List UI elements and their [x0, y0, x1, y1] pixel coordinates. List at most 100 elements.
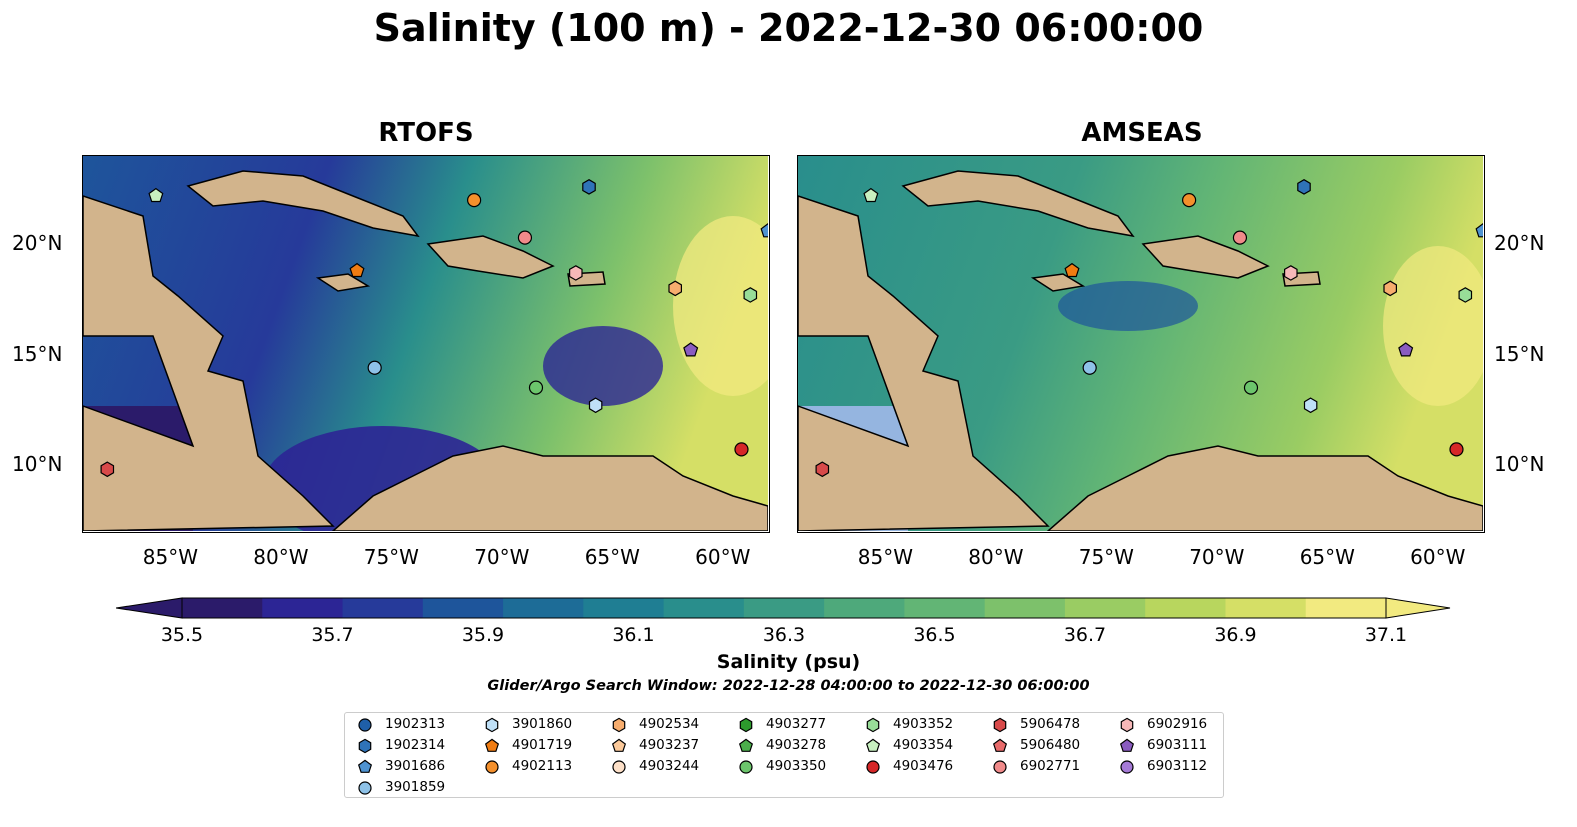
search-window-text: Glider/Argo Search Window: 2022-12-28 04… — [487, 678, 1090, 694]
colorbar-segment — [503, 598, 584, 618]
map-amseas[interactable] — [797, 155, 1485, 533]
land-jamaica — [1030, 273, 1086, 292]
colorbar-segment — [422, 598, 504, 618]
hexagon-marker-icon — [1120, 717, 1134, 733]
legend-label: 4903244 — [639, 758, 700, 774]
legend-label: 4903277 — [766, 716, 827, 732]
figure-title: Salinity (100 m) - 2022-12-30 06:00:00 — [373, 6, 1204, 50]
float-marker-4903476 — [734, 442, 749, 457]
legend-label: 4903354 — [893, 737, 954, 753]
float-marker-3901686 — [1475, 223, 1483, 238]
colorbar-segment — [182, 598, 263, 618]
colorbar-border — [181, 597, 1387, 619]
circle-marker-icon — [358, 718, 372, 732]
land-jamaica — [315, 273, 371, 292]
pentagon-marker-icon — [484, 738, 500, 752]
hexagon-marker-icon — [866, 717, 880, 733]
float-marker-3901860 — [588, 397, 603, 414]
circle-marker-icon — [485, 760, 499, 774]
pentagon-marker-icon — [357, 759, 373, 773]
legend-label: 4902113 — [512, 758, 573, 774]
y-tick-label-right: 10°N — [1494, 451, 1545, 476]
x-tick-label: 70°W — [474, 545, 530, 569]
legend-label: 4903350 — [766, 758, 827, 774]
x-tick-label: 75°W — [1078, 545, 1134, 569]
hexagon-marker-icon — [485, 717, 499, 733]
legend-label: 5906478 — [1020, 716, 1081, 732]
colorbar-segment — [1305, 598, 1387, 618]
legend-label: 6902916 — [1147, 716, 1208, 732]
legend-label: 4903476 — [893, 758, 954, 774]
float-marker-5906478 — [815, 461, 830, 478]
pentagon-marker-icon — [738, 738, 754, 752]
legend-label: 4903352 — [893, 716, 954, 732]
colorbar-tick-label: 36.5 — [913, 624, 956, 646]
y-tick-label-left: 20°N — [12, 231, 63, 256]
y-tick-label-left: 10°N — [12, 451, 63, 476]
float-marker-5906478 — [100, 461, 115, 478]
land-cuba — [186, 170, 420, 238]
legend-label: 3901860 — [512, 716, 573, 732]
float-marker-4901719 — [349, 262, 365, 278]
low-salinity-patch — [543, 326, 663, 406]
panel-title-rtofs: RTOFS — [378, 118, 474, 148]
y-tick-label-right: 15°N — [1494, 341, 1545, 366]
legend-label: 4903278 — [766, 737, 827, 753]
x-tick-label: 85°W — [857, 545, 913, 569]
circle-marker-icon — [739, 760, 753, 774]
float-marker-3901859 — [367, 360, 382, 375]
colorbar-segment — [743, 598, 825, 618]
colorbar-tick-label: 36.1 — [612, 624, 655, 646]
land-central-america — [83, 195, 335, 531]
float-marker-4902534 — [1383, 280, 1398, 297]
float-marker-3901686 — [760, 223, 768, 238]
circle-marker-icon — [612, 760, 626, 774]
legend-label: 6902771 — [1020, 758, 1081, 774]
colorbar-segment — [663, 598, 745, 618]
x-tick-label: 60°W — [1410, 545, 1466, 569]
colorbar-extend-min — [116, 597, 183, 619]
float-marker-4901719 — [1064, 262, 1080, 278]
hexagon-marker-icon — [739, 717, 753, 733]
circle-marker-icon — [993, 760, 1007, 774]
y-tick-label-right: 20°N — [1494, 231, 1545, 256]
hexagon-marker-icon — [358, 738, 372, 754]
land-hispaniola — [426, 235, 555, 279]
x-tick-label: 65°W — [584, 545, 640, 569]
float-markers — [815, 179, 1483, 478]
float-marker-4903350 — [1243, 380, 1259, 395]
float-marker-6902771 — [517, 230, 533, 245]
float-marker-4903476 — [1449, 442, 1464, 457]
colorbar-tick-label: 35.7 — [311, 624, 354, 646]
legend-label: 5906480 — [1020, 737, 1081, 753]
hexagon-marker-icon — [993, 717, 1007, 733]
circle-marker-icon — [866, 760, 880, 774]
x-tick-label: 75°W — [363, 545, 419, 569]
float-marker-6903111 — [683, 342, 699, 357]
colorbar-tick-label: 35.9 — [461, 624, 505, 646]
map-rtofs[interactable] — [82, 155, 770, 533]
float-marker-3901860 — [1303, 397, 1318, 414]
float-marker-6902916 — [1284, 265, 1298, 281]
x-tick-label: 85°W — [142, 545, 198, 569]
land-central-america — [798, 195, 1050, 531]
land-south-america — [331, 445, 768, 531]
colorbar-segment — [583, 598, 665, 618]
colorbar-tick-label: 36.7 — [1063, 624, 1107, 646]
colorbar-segment — [342, 598, 424, 618]
x-tick-label: 80°W — [253, 545, 309, 569]
legend-label: 6903111 — [1147, 737, 1208, 753]
x-tick-label: 65°W — [1299, 545, 1355, 569]
land-south-america — [1046, 445, 1483, 531]
float-marker-1902314 — [1297, 179, 1311, 195]
float-marker-4902534 — [668, 280, 683, 297]
float-marker-4902113 — [1182, 193, 1197, 208]
pentagon-marker-icon — [992, 738, 1008, 752]
colorbar-segment — [1225, 598, 1307, 618]
float-marker-4903352 — [743, 287, 758, 303]
float-marker-4903350 — [528, 380, 544, 395]
pentagon-marker-icon — [1119, 738, 1135, 752]
float-marker-4903352 — [1458, 287, 1473, 303]
x-tick-label: 80°W — [968, 545, 1024, 569]
float-marker-6902916 — [569, 265, 583, 281]
